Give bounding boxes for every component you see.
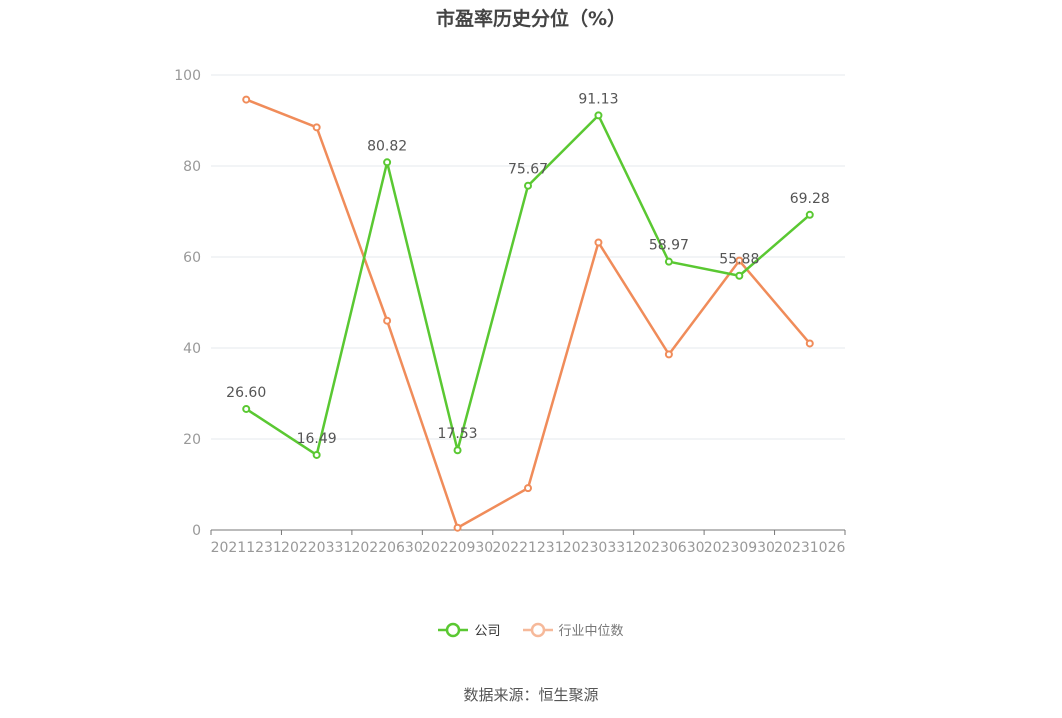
x-tick-label: 20211231 (211, 540, 282, 556)
y-tick-label: 0 (192, 523, 201, 539)
data-point (453, 446, 462, 455)
y-tick-label: 100 (174, 68, 201, 84)
legend-company-icon (438, 622, 469, 637)
data-point (242, 95, 251, 104)
data-point (664, 257, 673, 266)
data-point (805, 210, 814, 219)
legend-item-industry[interactable]: 行业中位数 (522, 620, 624, 639)
x-tick-label: 20231026 (774, 540, 845, 556)
data-point (524, 484, 532, 493)
data-label: 55.88 (719, 252, 759, 268)
data-label: 75.67 (508, 162, 548, 178)
x-tick-label: 20220331 (281, 540, 352, 556)
data-point (805, 339, 814, 348)
data-point (664, 350, 673, 359)
data-label: 58.97 (649, 238, 689, 254)
legend-industry-icon (522, 622, 553, 637)
legend: 公司 行业中位数 (0, 620, 1062, 639)
data-point (312, 123, 321, 132)
x-tick-label: 20221231 (492, 540, 563, 556)
data-point (524, 181, 532, 190)
x-tick-label: 20230630 (633, 540, 704, 556)
data-label: 26.60 (226, 385, 266, 401)
data-label: 80.82 (367, 138, 407, 154)
series-points (242, 95, 814, 532)
data-point (594, 111, 603, 120)
legend-label-industry: 行业中位数 (558, 624, 624, 639)
x-tick-label: 20220930 (422, 540, 493, 556)
y-tick-label: 40 (183, 341, 201, 357)
y-tick-label: 20 (183, 432, 201, 448)
data-point (383, 316, 392, 325)
data-point (383, 158, 392, 167)
y-tick-label: 80 (183, 159, 201, 175)
legend-label-company: 公司 (474, 624, 501, 639)
data-point (735, 256, 744, 265)
y-axis: 0 20 40 60 80 100 (174, 68, 201, 539)
data-point (453, 523, 462, 532)
x-tick-label: 20230930 (704, 540, 775, 556)
data-labels: 26.60 16.49 80.82 17.53 75.67 91.13 58.97 55.88… (226, 91, 830, 447)
data-point (242, 404, 251, 413)
chart-title: 市盈率历史分位（%） (435, 8, 627, 30)
x-axis: 20211231 20220331 20220630 20220930 20221231… (210, 529, 846, 556)
data-label: 17.53 (438, 426, 478, 442)
data-point (594, 238, 603, 247)
data-label: 91.13 (578, 91, 618, 107)
data-point (735, 271, 744, 280)
data-point (312, 450, 321, 459)
x-tick-label: 20230331 (563, 540, 634, 556)
data-label: 16.49 (297, 431, 337, 447)
y-tick-label: 60 (183, 250, 201, 266)
x-tick-label: 20220630 (351, 540, 422, 556)
legend-item-company[interactable]: 公司 (438, 620, 501, 639)
data-label: 69.28 (790, 191, 830, 207)
data-source: 数据来源：恒生聚源 (463, 686, 599, 704)
